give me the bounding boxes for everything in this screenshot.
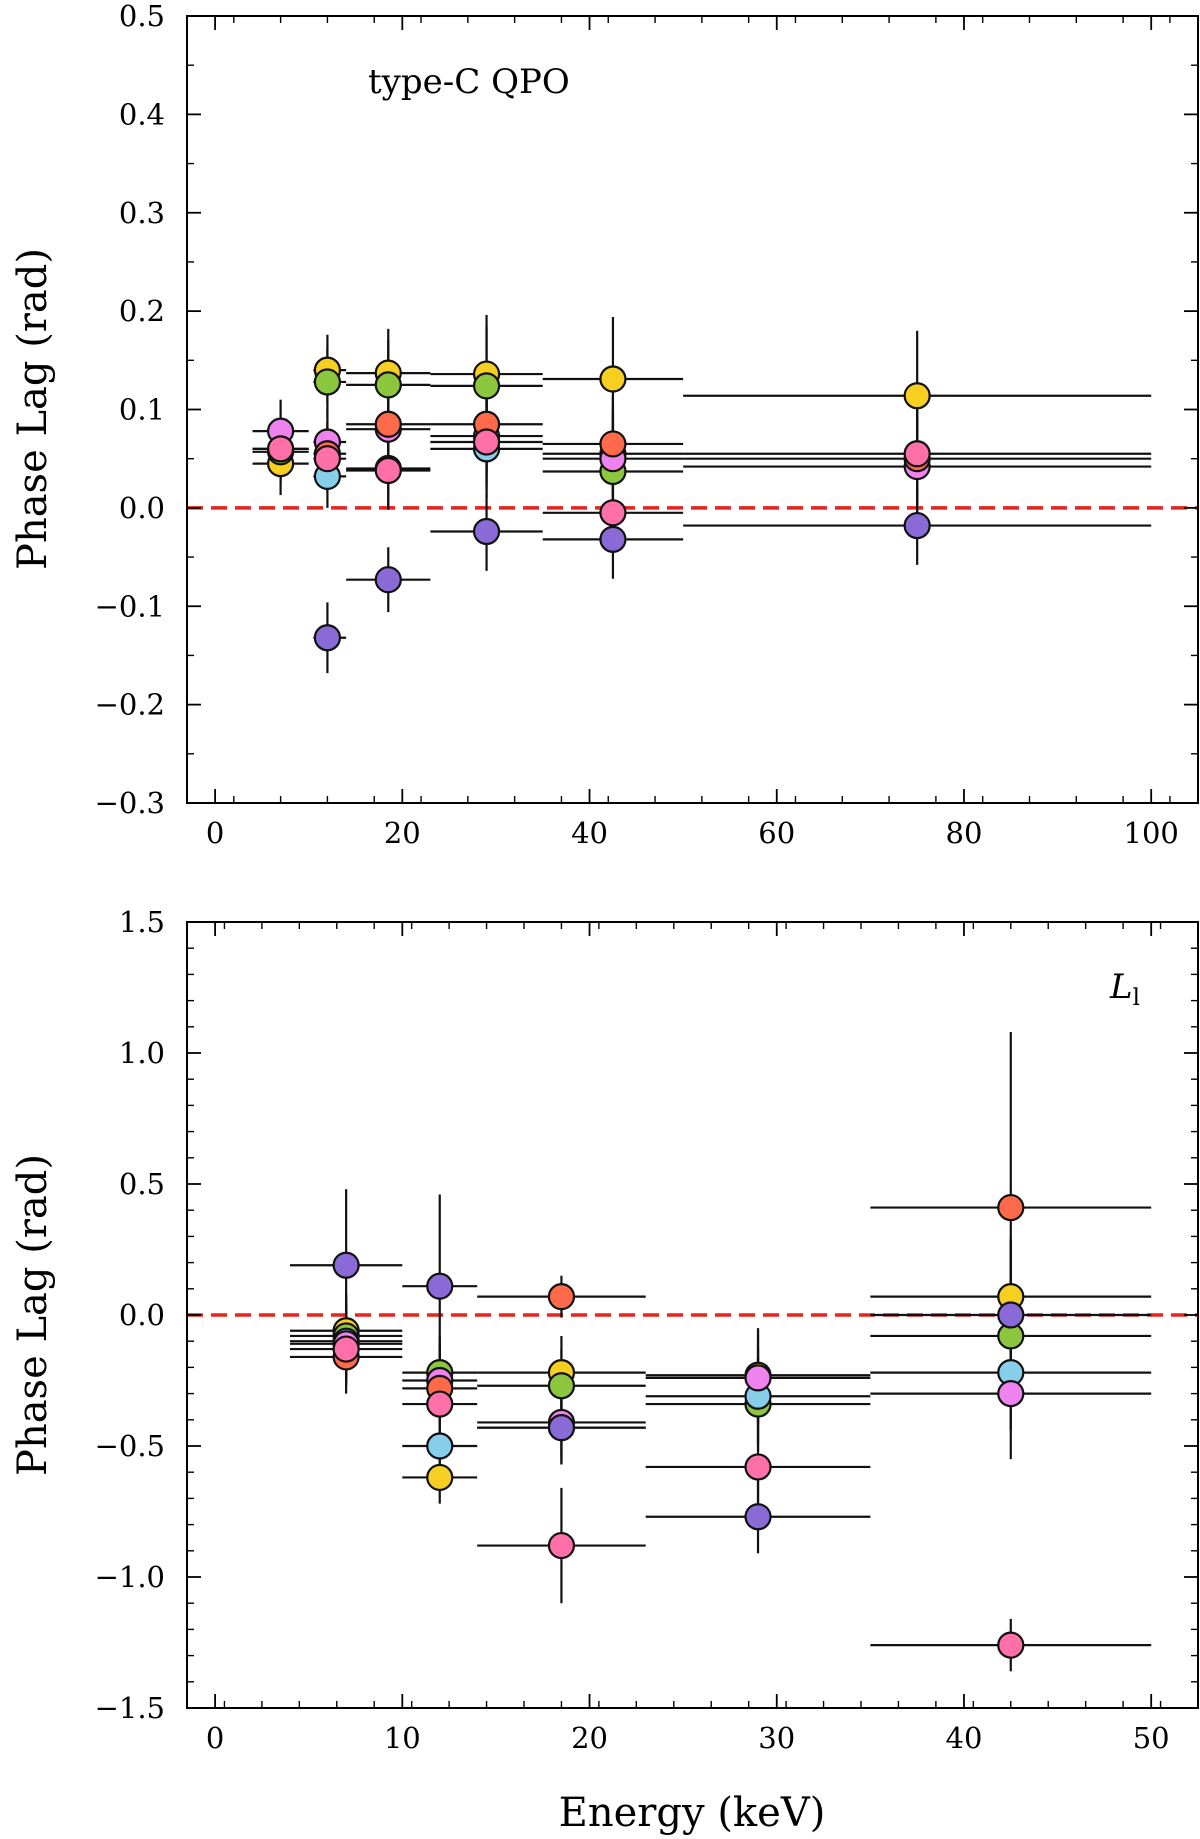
bottom-x-tick-label: 50 bbox=[1133, 1721, 1170, 1755]
bottom-points-layer bbox=[289, 1032, 1152, 1672]
top-y-tick-label: −0.3 bbox=[95, 786, 165, 820]
top-data-point bbox=[472, 428, 501, 456]
top-data-point bbox=[313, 445, 342, 473]
bottom-y-tick-label: −1.0 bbox=[95, 1560, 165, 1594]
top-data-point bbox=[374, 371, 402, 399]
bottom-y-axis-label: Phase Lag (rad) bbox=[10, 1154, 56, 1476]
bottom-x-tick-label: 10 bbox=[384, 1721, 421, 1755]
top-panel-annotation: type-C QPO bbox=[368, 62, 570, 102]
top-x-tick-label: 60 bbox=[758, 816, 795, 850]
top-data-point bbox=[903, 382, 931, 410]
top-data-point bbox=[267, 435, 295, 463]
bottom-data-point bbox=[997, 1379, 1025, 1408]
panel-top: 0 20 40 60 80 100 −0.3 −0.2 −0.1 0.0 0.1 0.2 0.3 0.4 0… bbox=[10, 0, 1199, 850]
top-y-tick-label: 0.2 bbox=[119, 294, 165, 328]
top-data-point bbox=[472, 517, 501, 546]
bottom-x-tick-label: 0 bbox=[206, 1721, 224, 1755]
bottom-panel-annotation: Ll bbox=[1109, 967, 1140, 1011]
top-tick-labels: 0 20 40 60 80 100 −0.3 −0.2 −0.1 0.0 0.1 0.2 0.3 0.4 0… bbox=[95, 0, 1179, 850]
bottom-data-point bbox=[744, 1364, 772, 1392]
bottom-data-point bbox=[547, 1283, 576, 1311]
top-data-point bbox=[599, 499, 627, 527]
bottom-y-tick-label: −1.5 bbox=[95, 1691, 165, 1725]
bottom-data-point bbox=[744, 1453, 772, 1481]
bottom-x-tick-label: 40 bbox=[946, 1721, 983, 1755]
bottom-y-tick-label: 1.0 bbox=[119, 1036, 165, 1070]
bottom-data-point bbox=[426, 1432, 454, 1460]
bottom-annotation-sub: l bbox=[1133, 985, 1140, 1011]
top-data-point bbox=[599, 525, 627, 553]
top-y-tick-label: 0.0 bbox=[119, 491, 165, 525]
panel-bottom: 0 10 20 30 40 50 −1.5 −1.0 −0.5 0.0 0.5 1.0 1.5 Ll P… bbox=[10, 905, 1199, 1836]
bottom-plot-frame bbox=[186, 921, 1199, 1709]
bottom-data-point bbox=[744, 1503, 772, 1531]
bottom-data-point bbox=[547, 1372, 576, 1400]
bottom-annotation-main: L bbox=[1109, 967, 1133, 1007]
top-data-point bbox=[599, 430, 627, 458]
top-data-point bbox=[903, 440, 931, 468]
bottom-x-tick-label: 30 bbox=[758, 1721, 795, 1755]
bottom-data-point bbox=[332, 1335, 360, 1363]
top-data-point bbox=[374, 456, 402, 485]
top-data-point bbox=[903, 511, 931, 540]
bottom-y-tick-label: −0.5 bbox=[95, 1429, 165, 1463]
top-points-layer bbox=[252, 315, 1152, 674]
bottom-data-point bbox=[547, 1414, 576, 1442]
top-data-point bbox=[374, 566, 402, 594]
bottom-data-point bbox=[547, 1531, 576, 1560]
top-y-tick-label: −0.1 bbox=[95, 589, 165, 623]
top-y-tick-label: 0.1 bbox=[119, 393, 165, 427]
bottom-data-point bbox=[997, 1301, 1025, 1329]
top-data-point bbox=[313, 368, 342, 396]
bottom-y-tick-label: 1.5 bbox=[119, 905, 165, 939]
top-plot-frame bbox=[186, 15, 1199, 804]
top-y-tick-label: 0.5 bbox=[119, 0, 165, 33]
top-data-point bbox=[374, 410, 402, 438]
bottom-tick-labels: 0 10 20 30 40 50 −1.5 −1.0 −0.5 0.0 0.5 1.0 1.5 bbox=[95, 905, 1170, 1755]
top-data-point bbox=[313, 624, 342, 652]
bottom-x-tick-label: 20 bbox=[571, 1721, 608, 1755]
top-data-point bbox=[599, 365, 627, 393]
bottom-x-axis-label: Energy (keV) bbox=[559, 1790, 826, 1836]
bottom-y-tick-label: 0.0 bbox=[119, 1298, 165, 1332]
bottom-ticks-layer bbox=[187, 921, 1198, 1709]
bottom-data-point bbox=[426, 1390, 454, 1418]
top-x-tick-label: 0 bbox=[206, 816, 224, 850]
top-ticks-layer bbox=[187, 15, 1198, 804]
bottom-data-point bbox=[332, 1251, 360, 1279]
bottom-data-point bbox=[426, 1272, 454, 1300]
top-data-point bbox=[472, 372, 501, 400]
bottom-data-point bbox=[997, 1631, 1025, 1659]
bottom-y-tick-label: 0.5 bbox=[119, 1167, 165, 1201]
top-x-tick-label: 40 bbox=[571, 816, 608, 850]
top-y-axis-label: Phase Lag (rad) bbox=[10, 248, 56, 570]
bottom-data-point bbox=[997, 1193, 1025, 1222]
top-x-tick-label: 20 bbox=[384, 816, 421, 850]
top-x-tick-label: 80 bbox=[946, 816, 983, 850]
top-y-tick-label: 0.3 bbox=[119, 196, 165, 230]
top-x-tick-label: 100 bbox=[1124, 816, 1179, 850]
top-y-tick-label: 0.4 bbox=[119, 97, 165, 131]
bottom-data-point bbox=[426, 1463, 454, 1492]
top-y-tick-label: −0.2 bbox=[95, 688, 165, 722]
